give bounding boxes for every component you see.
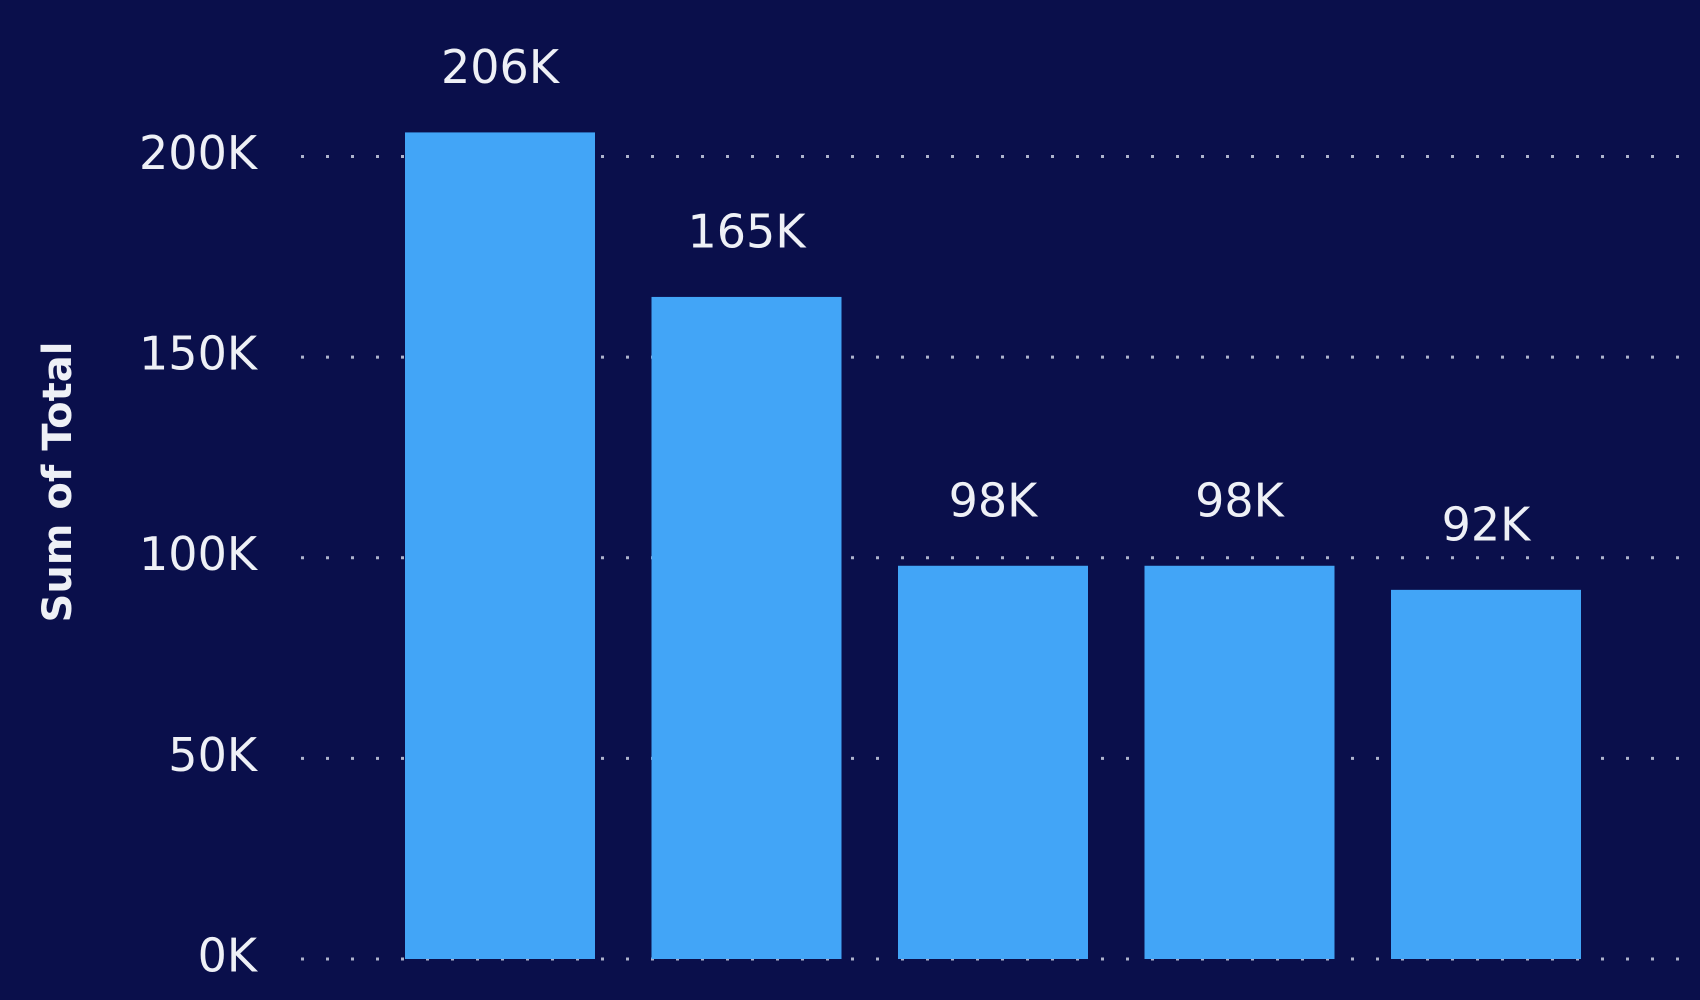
bar [651, 296, 842, 960]
bar [1144, 565, 1335, 959]
y-tick-label: 0K [198, 929, 259, 983]
value-label: 165K [688, 204, 808, 258]
value-label: 98K [1195, 473, 1286, 527]
bar [1391, 589, 1581, 959]
value-label: 206K [441, 40, 561, 94]
y-tick-label: 200K [139, 126, 259, 180]
y-tick-label: 100K [139, 527, 259, 581]
value-label: 98K [949, 473, 1040, 527]
y-tick-label: 150K [139, 327, 259, 381]
bar [405, 132, 595, 959]
bar [898, 565, 1088, 959]
y-tick-label: 50K [168, 728, 259, 782]
y-axis-title: Sum of Total [35, 342, 81, 623]
value-label: 92K [1442, 497, 1533, 551]
